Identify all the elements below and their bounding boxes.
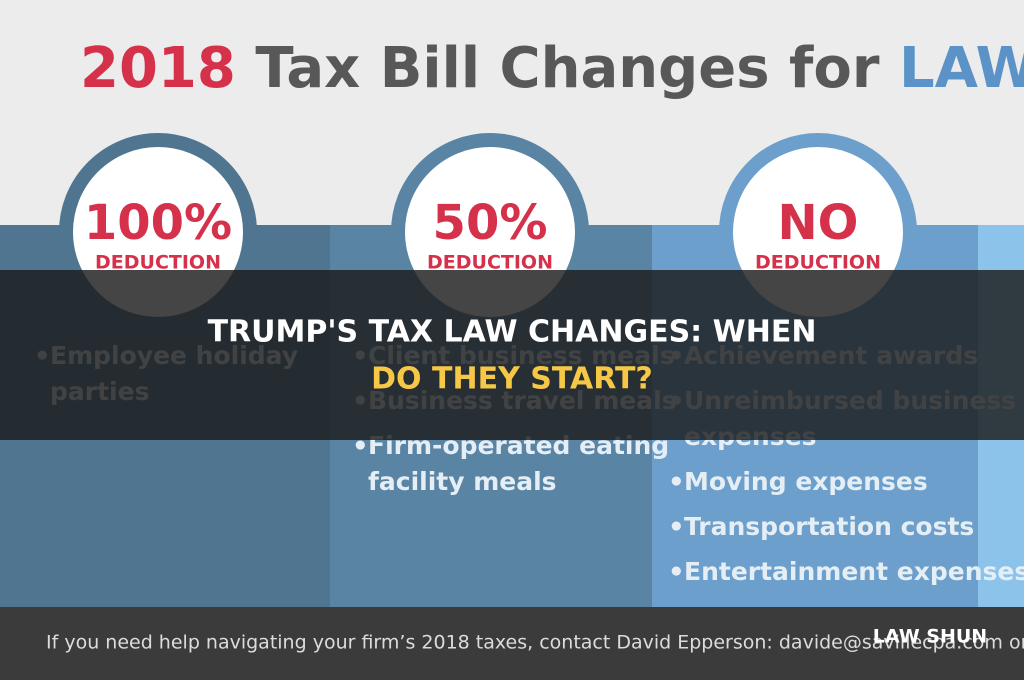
- bullet-text: Entertainment expenses: [684, 557, 1024, 586]
- bullet-text: facility meals: [368, 467, 557, 496]
- deduction-figure: 50%: [433, 195, 548, 251]
- deduction-figure: 100%: [84, 195, 232, 251]
- bullet-dot: •: [668, 513, 685, 543]
- bullet-text: Transportation costs: [684, 512, 974, 541]
- deduction-figure: NO: [778, 195, 859, 251]
- overlay-title: TRUMP'S TAX LAW CHANGES: WHEN: [208, 315, 817, 350]
- infographic-title: 2018 Tax Bill Changes for LAW F: [80, 36, 1024, 101]
- deduction-label: DEDUCTION: [755, 252, 881, 274]
- footer-bar: [0, 607, 1024, 680]
- footer-text: If you need help navigating your firm’s …: [46, 632, 1024, 654]
- overlay-title: DO THEY START?: [371, 362, 653, 397]
- deduction-label: DEDUCTION: [95, 252, 221, 274]
- overlay-band: [0, 270, 1024, 440]
- bullet-text: Moving expenses: [684, 467, 928, 496]
- bullet-dot: •: [668, 558, 685, 588]
- deduction-label: DEDUCTION: [427, 252, 553, 274]
- bullet-dot: •: [668, 468, 685, 498]
- watermark: LAW SHUN: [873, 626, 987, 648]
